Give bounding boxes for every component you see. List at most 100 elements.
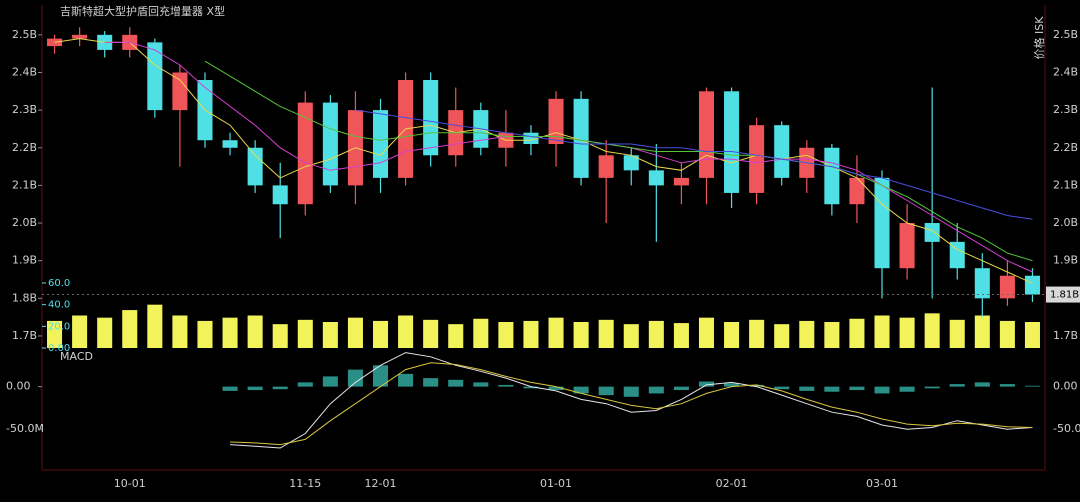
volume-bar (673, 323, 689, 348)
volume-bar (322, 322, 338, 348)
macd-hist (498, 384, 514, 387)
volume-tick-label: 40.0 (48, 300, 70, 311)
y-tick-label-right: 1.7B (1053, 329, 1078, 342)
macd-hist (548, 386, 564, 391)
volume-tick-label: 0.00 (48, 343, 70, 354)
volume-bar (598, 319, 614, 348)
y-tick-label: 2.2B (12, 141, 37, 154)
volume-bar (648, 320, 664, 348)
volume-bar (698, 317, 715, 348)
candle-body (147, 42, 163, 111)
macd-hist (899, 386, 915, 392)
x-tick-label: 10-01 (114, 477, 146, 490)
macd-hist (849, 386, 865, 391)
volume-bar (849, 318, 865, 348)
y-tick-label: 1.9B (12, 254, 37, 267)
macd-tick-label-right: -50.0M (1053, 422, 1080, 435)
macd-hist (222, 386, 238, 391)
candle-body (698, 91, 715, 178)
last-price-box (1046, 286, 1080, 303)
volume-bar (423, 319, 439, 348)
volume-bar (824, 322, 840, 348)
volume-bar (498, 322, 514, 348)
macd-tick-label: -50.0M (6, 422, 44, 435)
volume-bar (573, 322, 589, 348)
candle-body (949, 241, 965, 269)
macd-hist (598, 386, 614, 396)
candle-body (673, 177, 689, 186)
macd-hist (799, 386, 815, 391)
macd-hist (824, 386, 840, 392)
macd-hist (423, 378, 439, 387)
y-tick-label: 1.8B (12, 291, 37, 304)
candle-body (974, 268, 990, 299)
candle-body (322, 102, 338, 186)
macd-hist (272, 386, 288, 390)
macd-hist (623, 386, 639, 397)
candle-body (548, 98, 564, 144)
candle-body (297, 102, 313, 205)
y-tick-label: 2.0B (12, 216, 37, 229)
x-tick-label: 03-01 (866, 477, 898, 490)
y-tick-label-right: 2.1B (1053, 178, 1078, 191)
volume-bar (172, 315, 188, 348)
candle-body (749, 125, 765, 193)
macd-hist (448, 379, 464, 387)
candle-body (222, 140, 238, 148)
candle-body (172, 72, 188, 111)
macd-hist (924, 386, 940, 389)
last-price-label: 1.81B (1050, 290, 1079, 301)
candle-body (824, 147, 840, 205)
y-tick-label-right: 2.2B (1053, 141, 1078, 154)
macd-hist (347, 369, 363, 387)
macd-tick-label-right: 0.00 (1053, 380, 1078, 393)
volume-bar (372, 320, 389, 348)
volume-tick-label: 20.0 (48, 321, 70, 332)
volume-bar (523, 320, 539, 348)
volume-bar (297, 319, 313, 348)
macd-hist (648, 386, 664, 394)
macd-hist (523, 386, 539, 389)
volume-bar (247, 315, 263, 348)
volume-bar (874, 315, 890, 348)
volume-bar (272, 324, 288, 348)
volume-bar (548, 317, 564, 348)
candle-body (924, 223, 940, 242)
candle-body (774, 125, 790, 178)
volume-bar (724, 322, 740, 348)
macd-hist (999, 384, 1015, 387)
volume-bar (147, 304, 163, 348)
macd-hist (749, 384, 765, 387)
volume-bar (999, 320, 1015, 348)
volume-bar (97, 317, 113, 348)
y-tick-label: 2.1B (12, 178, 37, 191)
volume-bar (749, 319, 765, 348)
ma-line (355, 109, 1033, 220)
macd-hist (573, 386, 589, 394)
volume-bar (899, 317, 915, 348)
volume-bar (473, 318, 489, 348)
candle-body (423, 80, 439, 156)
candle-body (523, 132, 539, 144)
x-tick-label: 02-01 (716, 477, 748, 490)
candle-body (247, 147, 263, 186)
candle-body (372, 110, 389, 178)
macd-hist (372, 365, 389, 387)
macd-hist (949, 384, 965, 387)
macd-tick-label: 0.00 (6, 380, 31, 393)
volume-bar (949, 319, 965, 348)
volume-tick-label: 60.0 (48, 278, 70, 289)
macd-hist (322, 376, 338, 387)
candle-body (573, 98, 589, 178)
y-tick-label-right: 2.3B (1053, 103, 1078, 116)
volume-bar (623, 324, 639, 348)
volume-bar (222, 317, 238, 348)
y-tick-label: 2.5B (12, 28, 37, 41)
x-tick-label: 12-01 (365, 477, 397, 490)
candle-body (724, 91, 740, 193)
macd-hist (398, 373, 414, 387)
volume-bar (974, 315, 990, 348)
volume-bar (924, 313, 940, 348)
macd-hist (473, 382, 489, 387)
